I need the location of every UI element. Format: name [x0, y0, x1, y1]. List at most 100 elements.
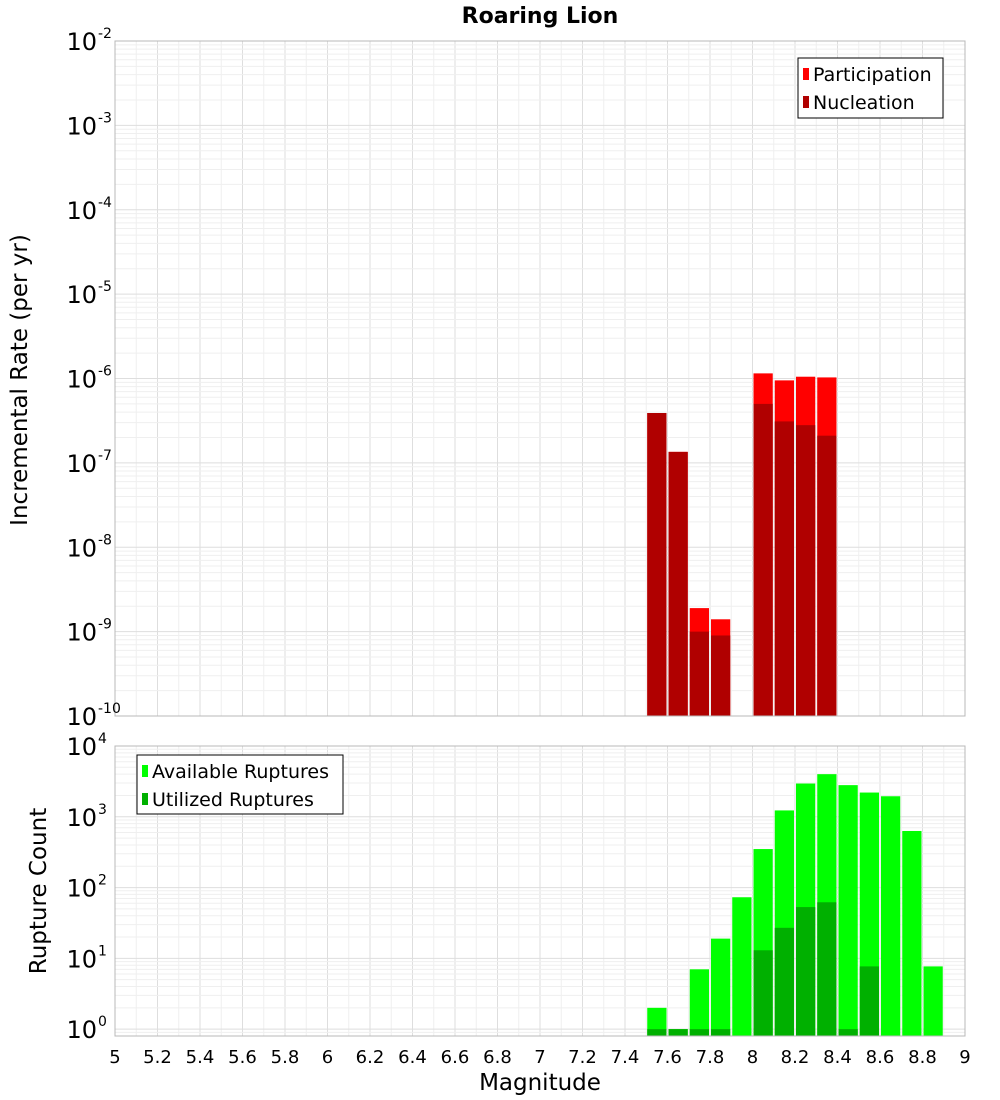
- count-secondary-bar: [668, 1029, 688, 1036]
- x-tick-label: 8: [747, 1047, 758, 1068]
- x-tick-label: 5.2: [143, 1047, 172, 1068]
- rate-secondary-bar: [647, 413, 667, 716]
- x-tick-label: 8.4: [823, 1047, 852, 1068]
- rate-secondary-bar: [668, 451, 688, 716]
- legend-swatch: [803, 96, 809, 108]
- y-tick-label: 10: [66, 112, 97, 140]
- rate-secondary-bar: [711, 635, 731, 716]
- legend-entry: Nucleation: [813, 92, 915, 114]
- x-tick-label: 8.8: [908, 1047, 937, 1068]
- count-secondary-bar: [689, 1029, 709, 1036]
- bottom-bars: [647, 774, 943, 1036]
- top-grid: [114, 40, 966, 717]
- x-tick-label: 6.6: [441, 1047, 470, 1068]
- count-secondary-bar: [774, 927, 794, 1036]
- x-tick-label: 7.2: [568, 1047, 597, 1068]
- y-tick-exponent: -2: [98, 26, 112, 42]
- legend-box: [136, 754, 344, 815]
- legend-swatch: [142, 765, 148, 777]
- x-tick-label: 6: [322, 1047, 333, 1068]
- y-tick-label: 10: [66, 619, 97, 647]
- bottom-plot-frame: [114, 745, 966, 1037]
- legend-entry: Participation: [813, 64, 932, 86]
- count-primary-bar: [732, 897, 752, 1036]
- rate-secondary-bar: [774, 421, 794, 716]
- count-primary-bar: [647, 1007, 667, 1036]
- count-secondary-bar: [647, 1029, 667, 1036]
- y-tick-exponent: 1: [98, 943, 107, 959]
- top-bars: [647, 373, 837, 716]
- y-tick-label: 10: [66, 197, 97, 225]
- y-tick-exponent: -10: [98, 701, 121, 717]
- legend-entry: Available Ruptures: [152, 761, 329, 783]
- y-tick-exponent: 4: [98, 731, 107, 747]
- count-primary-bar: [923, 966, 943, 1036]
- count-primary-bar: [881, 796, 901, 1036]
- x-tick-label: 8.2: [781, 1047, 810, 1068]
- legend-entry: Utilized Ruptures: [152, 789, 314, 811]
- top-legend: Participation Nucleation: [797, 57, 944, 119]
- count-primary-bar: [711, 938, 731, 1036]
- count-secondary-bar: [859, 966, 879, 1036]
- y-tick-label: 10: [66, 875, 97, 903]
- x-tick-label: 9: [959, 1047, 970, 1068]
- y-tick-exponent: -5: [98, 279, 112, 295]
- rate-secondary-bar: [817, 435, 837, 716]
- y-tick-exponent: -8: [98, 532, 112, 548]
- count-secondary-bar: [711, 1029, 731, 1036]
- y-tick-exponent: 2: [98, 873, 107, 889]
- x-tick-label: 6.8: [483, 1047, 512, 1068]
- x-tick-label: 5.8: [271, 1047, 300, 1068]
- rate-secondary-bar: [689, 631, 709, 716]
- y-tick-exponent: 0: [98, 1014, 107, 1030]
- legend-swatch: [142, 793, 148, 805]
- y-tick-label: 10: [66, 733, 97, 761]
- y-tick-label: 10: [66, 28, 97, 56]
- bottom-y-axis-label: Rupture Count: [26, 808, 52, 974]
- count-primary-bar: [838, 785, 858, 1036]
- y-tick-label: 10: [66, 534, 97, 562]
- y-tick-label: 10: [66, 366, 97, 394]
- y-tick-label: 10: [66, 945, 97, 973]
- y-tick-exponent: -4: [98, 195, 112, 211]
- top-plot-frame: [114, 40, 966, 717]
- y-tick-exponent: -7: [98, 448, 112, 464]
- y-tick-label: 10: [66, 804, 97, 832]
- top-y-axis-label: Incremental Rate (per yr): [7, 234, 33, 526]
- count-primary-bar: [689, 969, 709, 1036]
- x-tick-label: 7.8: [696, 1047, 725, 1068]
- chart-title: Roaring Lion: [462, 4, 619, 29]
- x-tick-label: 6.2: [356, 1047, 385, 1068]
- x-tick-label: 7.4: [611, 1047, 640, 1068]
- rate-secondary-bar: [753, 403, 773, 716]
- count-secondary-bar: [753, 950, 773, 1036]
- y-tick-exponent: -3: [98, 110, 112, 126]
- x-tick-labels: 5 5.2 5.4 5.6 5.8 6 6.2 6.4 6.6 6.8 7 7.2 7.4 7.6 7.8 8…: [109, 1047, 970, 1068]
- rate-secondary-bar: [796, 425, 816, 716]
- count-primary-bar: [902, 830, 922, 1036]
- y-tick-exponent: -6: [98, 364, 112, 380]
- y-tick-exponent: -9: [98, 617, 112, 633]
- y-tick-label: 10: [66, 703, 97, 731]
- y-tick-label: 10: [66, 450, 97, 478]
- count-secondary-bar: [838, 1029, 858, 1036]
- y-tick-label: 10: [66, 1016, 97, 1044]
- y-tick-exponent: 3: [98, 802, 107, 818]
- count-secondary-bar: [796, 907, 816, 1036]
- x-tick-label: 5.6: [228, 1047, 257, 1068]
- x-axis-label: Magnitude: [479, 1070, 601, 1096]
- legend-box: [797, 57, 944, 119]
- legend-swatch: [803, 68, 809, 80]
- x-tick-label: 7: [534, 1047, 545, 1068]
- x-tick-label: 6.4: [398, 1047, 427, 1068]
- y-tick-label: 10: [66, 281, 97, 309]
- x-tick-label: 5: [109, 1047, 120, 1068]
- x-tick-label: 8.6: [866, 1047, 895, 1068]
- x-tick-label: 7.6: [653, 1047, 682, 1068]
- x-tick-label: 5.4: [186, 1047, 215, 1068]
